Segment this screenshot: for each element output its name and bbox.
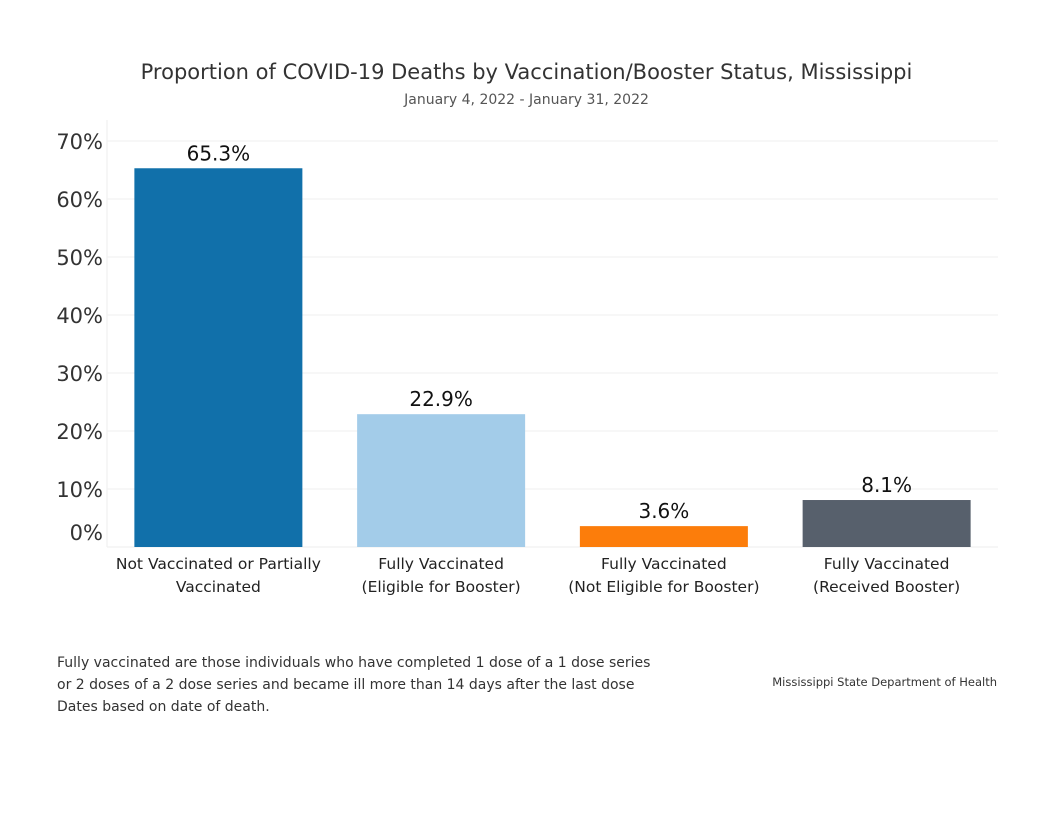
x-tick-label: Fully Vaccinated [378,555,504,573]
data-label: 8.1% [861,473,912,497]
footnote-line: Dates based on date of death. [57,699,270,715]
y-tick-label: 50% [56,246,103,270]
bar [357,414,526,547]
footnote-line: or 2 doses of a 2 dose series and became… [57,677,635,693]
data-label: 65.3% [187,141,251,165]
bar [579,526,748,547]
data-label: 3.6% [638,499,689,523]
footnote-line: Fully vaccinated are those individuals w… [57,655,651,671]
y-tick-label: 0% [70,521,103,545]
chart-title: Proportion of COVID-19 Deaths by Vaccina… [140,60,913,84]
footnotes: Fully vaccinated are those individuals w… [57,652,650,718]
y-tick-label: 40% [56,304,103,328]
x-tick-label: (Eligible for Booster) [362,578,521,596]
x-tick-label: Not Vaccinated or Partially [116,555,321,573]
source-credit: Mississippi State Department of Health [772,675,997,689]
chart-subtitle: January 4, 2022 - January 31, 2022 [404,92,649,108]
x-tick-label: Vaccinated [176,578,261,596]
y-tick-label: 20% [56,420,103,444]
y-tick-label: 30% [56,362,103,386]
x-tick-label: (Not Eligible for Booster) [568,578,759,596]
x-tick-label: Fully Vaccinated [601,555,727,573]
y-tick-label: 10% [56,478,103,502]
bar [802,500,971,547]
data-label: 22.9% [409,387,473,411]
y-tick-label: 60% [56,188,103,212]
y-tick-label: 70% [56,130,103,154]
bar [134,168,303,547]
x-tick-label: Fully Vaccinated [824,555,950,573]
x-tick-label: (Received Booster) [813,578,960,596]
